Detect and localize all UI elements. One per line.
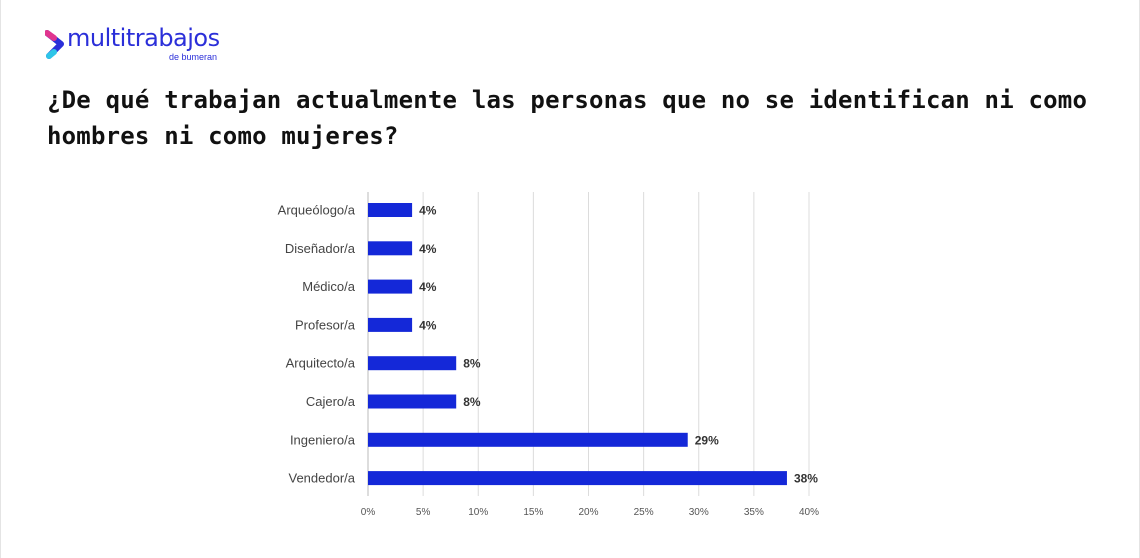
data-label: 8% xyxy=(463,395,481,409)
data-label: 8% xyxy=(463,357,481,371)
x-tick-label: 0% xyxy=(361,507,376,518)
data-label: 4% xyxy=(419,318,437,332)
bar xyxy=(368,432,688,447)
bar xyxy=(368,241,413,256)
category-label: Profesor/a xyxy=(295,317,356,332)
bar xyxy=(368,471,787,486)
bar xyxy=(368,394,457,409)
x-tick-label: 5% xyxy=(416,507,431,518)
x-tick-label: 40% xyxy=(799,507,819,518)
x-tick-label: 30% xyxy=(689,507,709,518)
bar xyxy=(368,203,413,217)
category-label: Arqueólogo/a xyxy=(278,203,356,218)
x-tick-label: 25% xyxy=(634,507,654,518)
logo-wordmark: multitrabajos xyxy=(67,24,220,52)
data-label: 4% xyxy=(419,280,437,294)
x-tick-label: 15% xyxy=(523,507,543,518)
bar xyxy=(368,317,413,332)
bar xyxy=(368,279,413,294)
category-label: Arquitecto/a xyxy=(286,356,356,371)
x-tick-label: 35% xyxy=(744,507,764,518)
category-label: Vendedor/a xyxy=(288,471,355,486)
bar xyxy=(368,356,457,371)
category-label: Ingeniero/a xyxy=(290,432,356,447)
logo-chevron-icon xyxy=(45,30,64,59)
category-label: Diseñador/a xyxy=(285,241,356,256)
x-tick-label: 10% xyxy=(468,507,488,518)
category-label: Cajero/a xyxy=(306,394,356,409)
page-title: ¿De qué trabajan actualmente las persona… xyxy=(47,86,1088,150)
data-label: 38% xyxy=(794,472,818,486)
data-label: 4% xyxy=(419,242,437,256)
data-label: 29% xyxy=(695,433,719,447)
logo-subtitle: de bumeran xyxy=(169,52,218,62)
x-tick-label: 20% xyxy=(578,507,598,518)
category-label: Médico/a xyxy=(302,279,356,294)
data-label: 4% xyxy=(419,204,437,218)
